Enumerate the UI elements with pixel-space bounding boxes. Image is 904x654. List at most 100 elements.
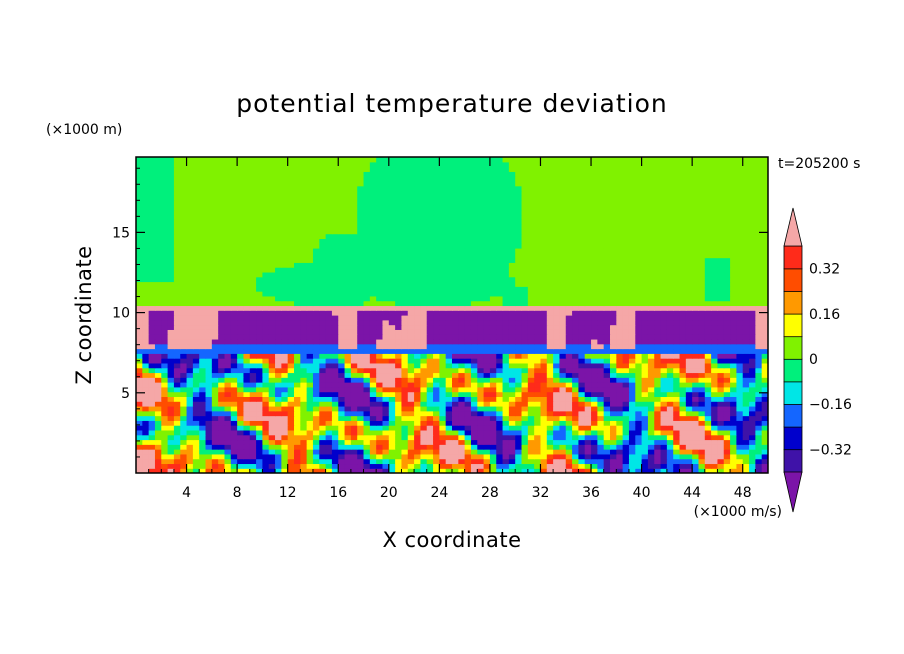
contour-cell xyxy=(527,434,535,441)
contour-cell xyxy=(711,367,719,374)
contour-cell xyxy=(660,463,668,469)
contour-cell xyxy=(350,262,358,268)
contour-cell xyxy=(635,315,643,321)
contour-cell xyxy=(679,458,687,465)
contour-cell xyxy=(350,377,358,383)
contour-cell xyxy=(685,233,693,239)
contour-cell xyxy=(584,319,592,326)
contour-cell xyxy=(546,391,554,397)
contour-cell xyxy=(173,257,181,263)
contour-cell xyxy=(641,324,649,330)
contour-cell xyxy=(287,262,295,268)
contour-cell xyxy=(540,262,548,268)
contour-cell xyxy=(294,444,301,450)
contour-cell xyxy=(597,444,605,450)
contour-cell xyxy=(180,463,188,469)
contour-cell xyxy=(546,372,554,378)
contour-cell xyxy=(249,396,257,402)
contour-cell xyxy=(660,247,668,254)
contour-cell xyxy=(685,262,693,268)
contour-cell xyxy=(369,238,377,244)
contour-cell xyxy=(692,252,700,259)
contour-cell xyxy=(407,319,415,326)
contour-cell xyxy=(414,252,421,259)
contour-cell xyxy=(572,434,579,441)
contour-cell xyxy=(679,267,687,273)
contour-cell xyxy=(319,338,327,345)
contour-cell xyxy=(508,449,516,455)
contour-cell xyxy=(224,262,232,268)
contour-cell xyxy=(730,315,737,321)
contour-cell xyxy=(616,353,624,359)
contour-cell xyxy=(338,247,346,254)
contour-cell xyxy=(300,453,308,460)
contour-cell xyxy=(281,338,289,345)
contour-cell xyxy=(230,338,238,345)
contour-cell xyxy=(591,396,598,402)
contour-cell xyxy=(224,458,232,465)
contour-cell xyxy=(199,429,207,436)
contour-cell xyxy=(502,391,510,397)
contour-cell xyxy=(458,353,466,359)
contour-cell xyxy=(641,429,649,436)
contour-cell xyxy=(154,329,162,335)
contour-cell xyxy=(673,348,681,354)
contour-cell xyxy=(553,420,561,426)
contour-cell xyxy=(319,449,327,455)
contour-cell xyxy=(761,377,768,383)
contour-cell xyxy=(540,319,548,326)
contour-cell xyxy=(641,362,649,369)
contour-cell xyxy=(154,247,162,254)
contour-cell xyxy=(148,305,156,311)
contour-cell xyxy=(312,295,320,302)
contour-cell xyxy=(199,324,207,330)
contour-cell xyxy=(167,353,175,359)
contour-cell xyxy=(628,362,636,369)
contour-cell xyxy=(616,439,624,445)
contour-cell xyxy=(591,329,598,335)
contour-cell xyxy=(597,415,605,421)
contour-cell xyxy=(376,267,384,273)
contour-cell xyxy=(603,377,611,383)
contour-cell xyxy=(268,377,276,383)
contour-cell xyxy=(591,439,598,445)
contour-cell xyxy=(262,252,270,259)
contour-cell xyxy=(224,243,232,249)
contour-cell xyxy=(363,415,371,421)
contour-cell xyxy=(363,315,371,321)
contour-cell xyxy=(635,420,643,426)
contour-cell xyxy=(363,449,371,455)
contour-cell xyxy=(559,353,567,359)
contour-cell xyxy=(142,415,150,421)
contour-cell xyxy=(224,449,232,455)
contour-cell xyxy=(224,367,232,374)
contour-cell xyxy=(407,449,415,455)
contour-cell xyxy=(610,343,617,350)
contour-cell xyxy=(420,372,428,378)
contour-cell xyxy=(199,271,207,278)
contour-cell xyxy=(192,382,200,388)
contour-cell xyxy=(262,286,270,292)
contour-cell xyxy=(173,405,181,412)
contour-cell xyxy=(704,291,712,297)
contour-cell xyxy=(452,362,459,369)
contour-cell xyxy=(572,372,579,378)
contour-cell xyxy=(458,291,466,297)
contour-cell xyxy=(439,458,447,465)
contour-cell xyxy=(395,252,403,259)
contour-cell xyxy=(186,453,194,460)
contour-cell xyxy=(559,439,567,445)
contour-cell xyxy=(521,362,529,369)
contour-cell xyxy=(540,425,548,431)
contour-cell xyxy=(692,362,700,369)
contour-cell xyxy=(237,468,245,473)
contour-cell xyxy=(578,271,586,278)
contour-cell xyxy=(736,377,744,383)
contour-cell xyxy=(635,329,643,335)
contour-cell xyxy=(502,295,510,302)
contour-cell xyxy=(344,367,352,374)
contour-cell xyxy=(294,295,301,302)
contour-cell xyxy=(666,401,674,407)
contour-cell xyxy=(433,300,440,307)
contour-cell xyxy=(704,329,712,335)
